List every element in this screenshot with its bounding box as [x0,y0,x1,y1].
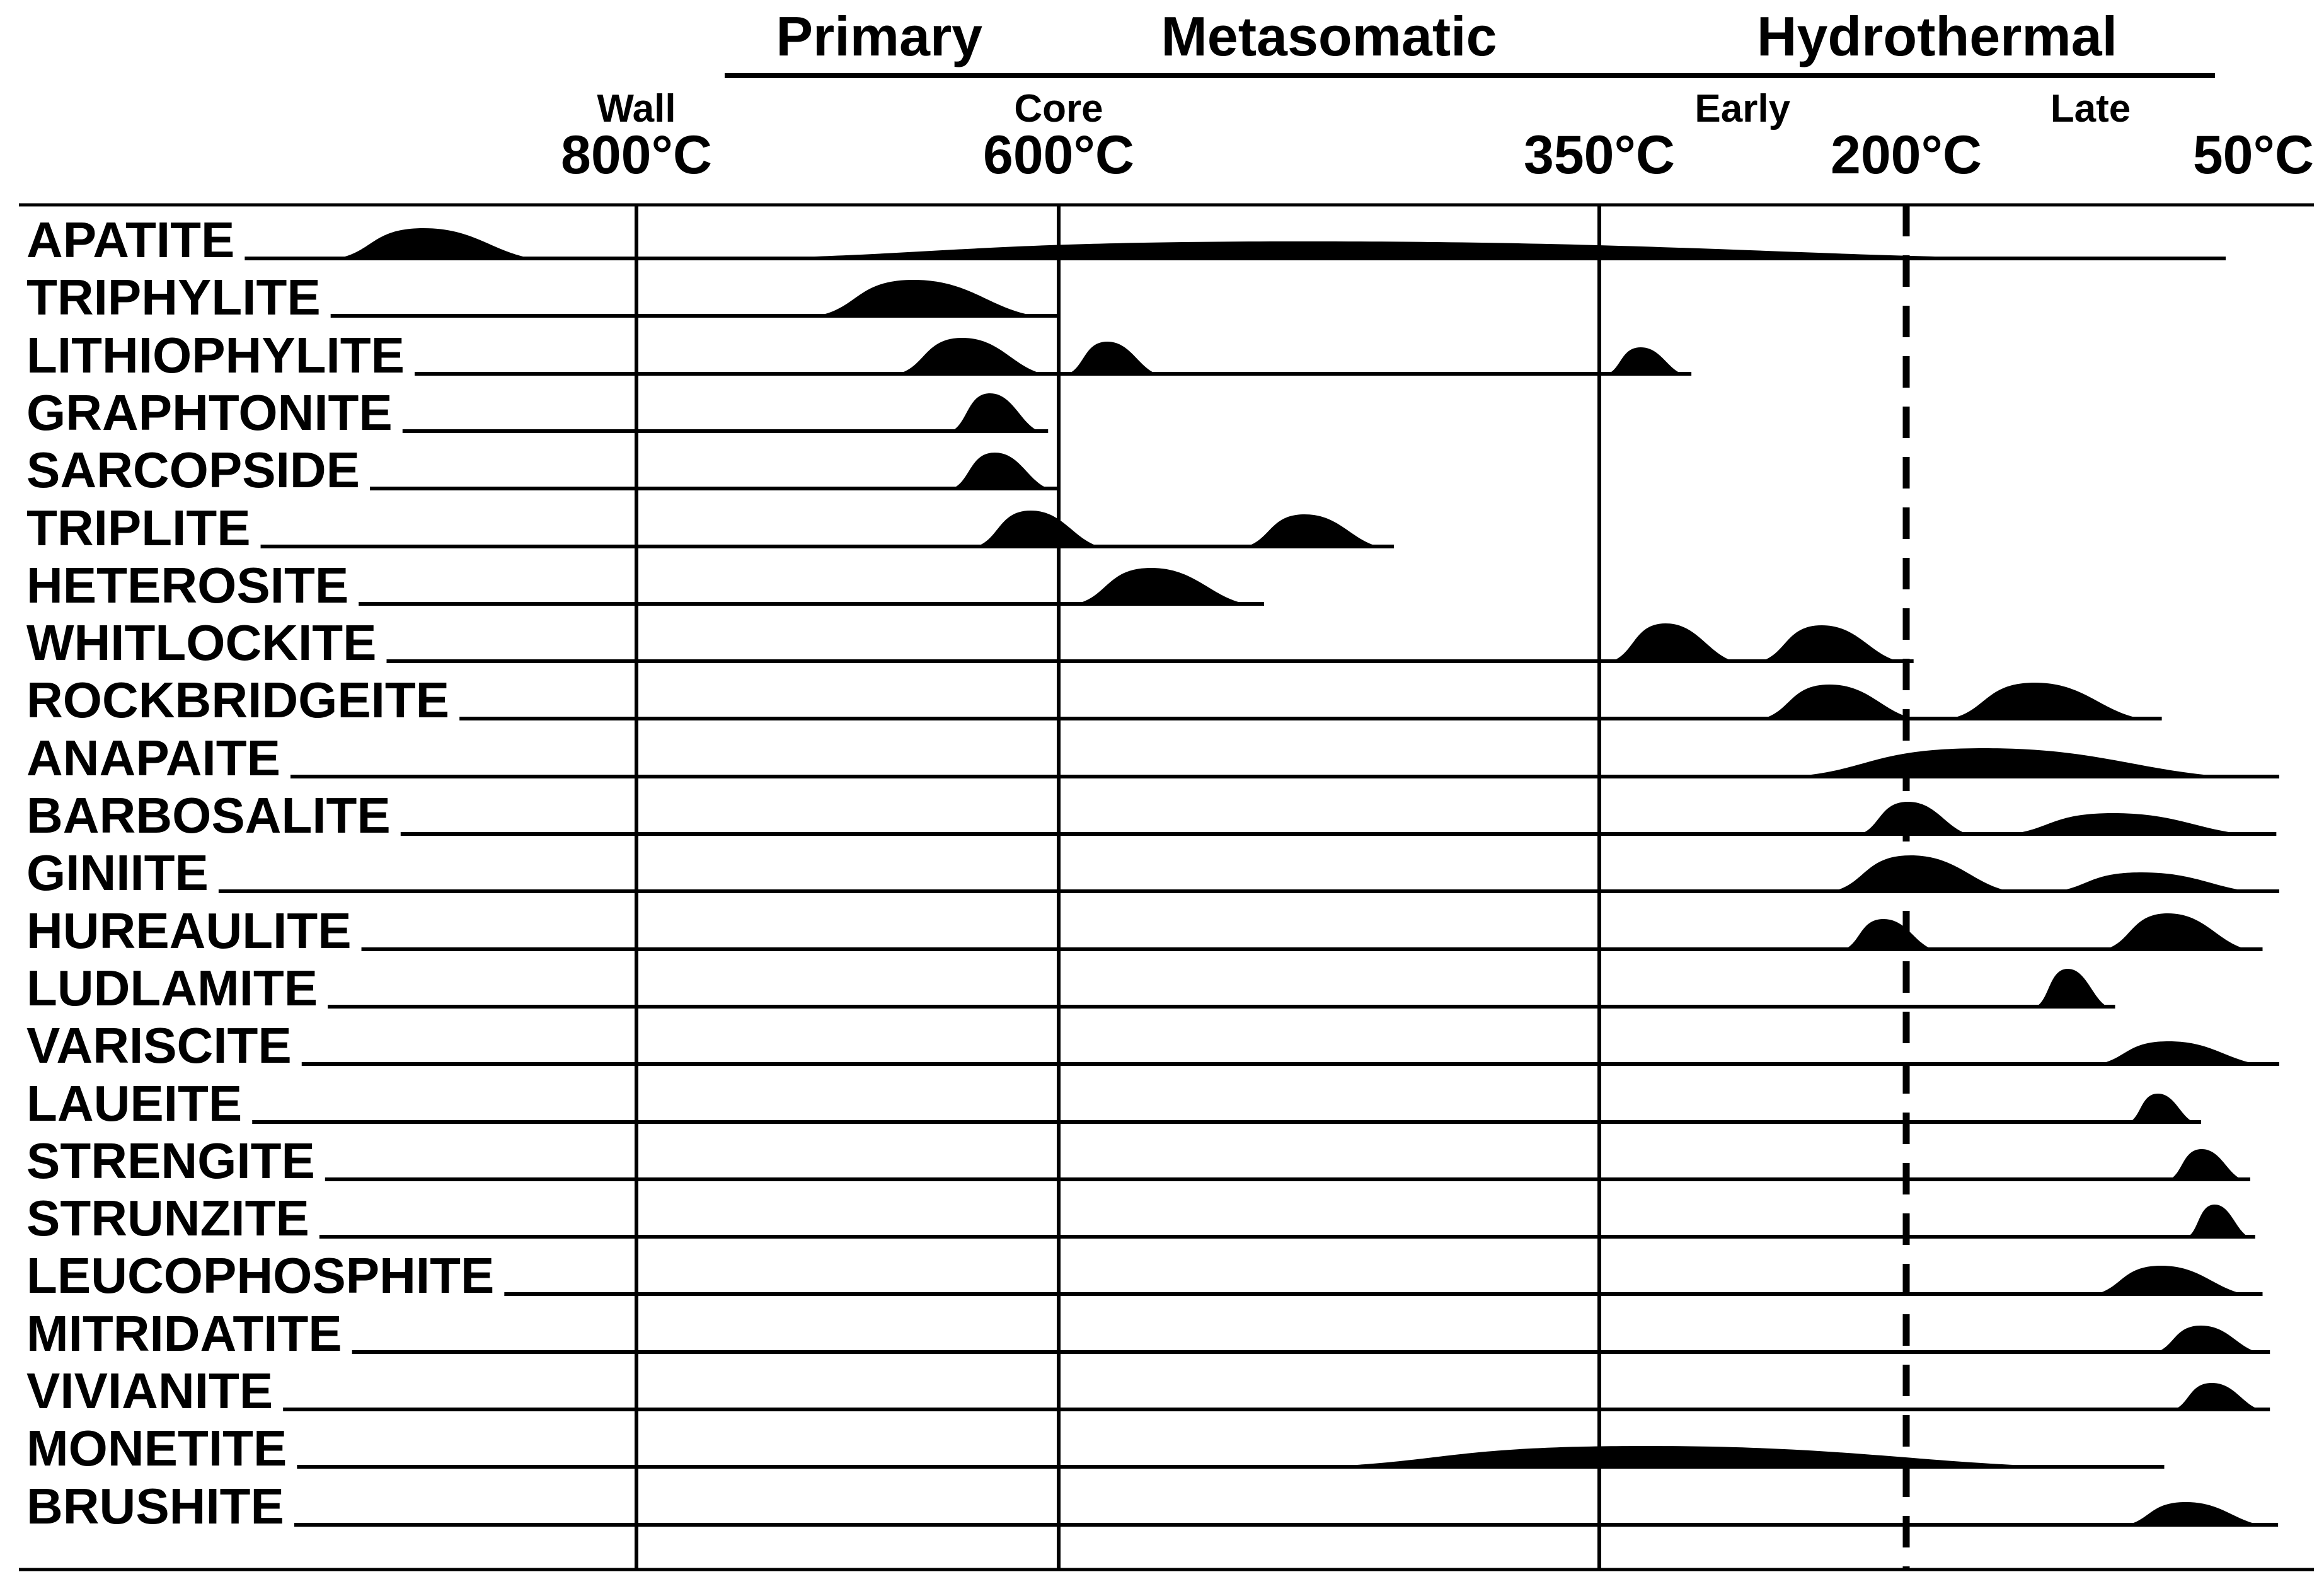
temperature-label-350-c: 350°C [1524,125,1675,185]
occurrence-hump-vivianite-1 [2164,1383,2270,1411]
occurrence-hump-rockbridgeite-2 [1931,683,2162,720]
mineral-label-leucophosphite: LEUCOPHOSPHITE [26,1247,494,1304]
occurrence-hump-barbosalite-1 [1849,802,1980,836]
occurrence-hump-giniite-2 [2029,872,2279,893]
stage-label-metasomatic: Metasomatic [1161,5,1497,67]
mineral-row-sarcopside: SARCOPSIDE [26,442,1059,498]
occurrence-hump-hureaulite-2 [2090,913,2263,951]
mineral-row-laueite: LAUEITE [26,1075,2201,1131]
mineral-row-monetite: MONETITE [26,1420,2165,1476]
occurrence-hump-giniite-1 [1814,855,2029,893]
mineral-row-triplite: TRIPLITE [26,500,1394,556]
mineral-row-triphylite: TRIPHYLITE [26,269,1059,325]
mineral-row-vivianite: VIVIANITE [26,1363,2270,1419]
mineral-label-giniite: GINIITE [26,845,209,901]
mineral-label-anapaite: ANAPAITE [26,730,280,786]
mineral-row-lithiophylite: LITHIOPHYLITE [26,327,1692,383]
mineral-row-anapaite: ANAPAITE [26,730,2279,786]
mineral-row-strengite: STRENGITE [26,1133,2250,1189]
mineral-label-sarcopside: SARCOPSIDE [26,442,360,498]
occurrence-hump-sarcopside-1 [942,453,1059,490]
mineral-row-rockbridgeite: ROCKBRIDGEITE [26,672,2162,728]
mineral-row-brushite: BRUSHITE [26,1478,2279,1534]
occurrence-hump-apatite-1 [315,228,556,260]
mineral-label-mitridatite: MITRIDATITE [26,1305,342,1362]
mineral-label-monetite: MONETITE [26,1420,287,1476]
occurrence-hump-strunzite-1 [2181,1205,2255,1239]
mineral-label-heterosite: HETEROSITE [26,557,348,613]
occurrence-hump-monetite-1 [1221,1446,2165,1469]
mineral-label-triplite: TRIPLITE [26,500,251,556]
mineral-label-barbosalite: BARBOSALITE [26,787,391,843]
occurrence-hump-triphylite-1 [795,280,1059,318]
chart-header: Primary Metasomatic Hydrothermal Wall Core Ea… [561,5,2314,185]
temperature-label-600-c: 600°C [983,125,1134,185]
mineral-row-graphtonite: GRAPHTONITE [26,385,1049,441]
mineral-row-leucophosphite: LEUCOPHOSPHITE [26,1247,2263,1304]
occurrence-hump-laueite-1 [2122,1094,2201,1124]
mineral-rows: APATITETRIPHYLITELITHIOPHYLITEGRAPHTONIT… [26,212,2279,1534]
occurrence-hump-variscite-1 [2078,1041,2279,1066]
mineral-row-whitlockite: WHITLOCKITE [26,615,1914,671]
temperature-label-200-c: 200°C [1831,125,1982,185]
zone-label-wall: Wall [597,87,676,130]
temperature-label-50-c: 50°C [2193,125,2314,185]
occurrence-hump-triplite-1 [964,511,1113,548]
occurrence-hump-mitridatite-1 [2144,1326,2270,1354]
mineral-label-rockbridgeite: ROCKBRIDGEITE [26,672,449,728]
occurrence-hump-ludlamite-1 [2029,969,2115,1009]
mineral-label-strunzite: STRUNZITE [26,1190,309,1246]
mineral-label-hureaulite: HUREAULITE [26,903,352,959]
mineral-label-strengite: STRENGITE [26,1133,315,1189]
mineral-row-ludlamite: LUDLAMITE [26,960,2115,1016]
mineral-row-barbosalite: BARBOSALITE [26,787,2277,843]
occurrence-hump-lithiophylite-1 [883,338,1059,376]
mineral-row-mitridatite: MITRIDATITE [26,1305,2270,1362]
stage-label-hydrothermal: Hydrothermal [1757,5,2117,67]
occurrence-hump-brushite-1 [2110,1502,2279,1527]
occurrence-hump-lithiophylite-2 [1059,342,1167,376]
occurrence-hump-hureaulite-1 [1834,919,1943,951]
zone-label-late: Late [2051,87,2131,130]
mineral-label-apatite: APATITE [26,212,234,268]
mineral-row-apatite: APATITE [26,212,2226,268]
occurrence-hump-whitlockite-1 [1599,623,1747,663]
occurrence-hump-leucophosphite-1 [2078,1266,2263,1296]
occurrence-hump-barbosalite-2 [1980,813,2277,836]
occurrence-hump-rockbridgeite-1 [1746,685,1931,720]
zone-label-core: Core [1014,87,1103,130]
mineral-label-lithiophylite: LITHIOPHYLITE [26,327,405,383]
temperature-label-800-c: 800°C [561,125,712,185]
mineral-row-variscite: VARISCITE [26,1017,2279,1073]
occurrence-hump-lithiophylite-3 [1599,347,1692,376]
mineral-row-giniite: GINIITE [26,845,2279,901]
mineral-label-vivianite: VIVIANITE [26,1363,273,1419]
stage-label-primary: Primary [776,5,982,67]
occurrence-hump-strengite-1 [2161,1149,2250,1181]
occurrence-hump-apatite-2 [556,241,2226,260]
zone-label-early: Early [1694,87,1790,130]
occurrence-hump-triplite-2 [1231,514,1394,548]
mineral-label-graphtonite: GRAPHTONITE [26,385,393,441]
mineral-label-laueite: LAUEITE [26,1075,242,1131]
occurrence-hump-heterosite-1 [1059,568,1264,606]
mineral-row-strunzite: STRUNZITE [26,1190,2255,1246]
mineral-label-variscite: VARISCITE [26,1017,292,1073]
mineral-row-hureaulite: HUREAULITE [26,903,2263,959]
mineral-label-whitlockite: WHITLOCKITE [26,615,376,671]
mineral-label-ludlamite: LUDLAMITE [26,960,318,1016]
mineral-label-brushite: BRUSHITE [26,1478,284,1534]
occurrence-hump-whitlockite-2 [1746,625,1914,663]
mineral-row-heterosite: HETEROSITE [26,557,1265,613]
mineral-label-triphylite: TRIPHYLITE [26,269,321,325]
occurrence-hump-graphtonite-1 [942,393,1049,433]
occurrence-hump-anapaite-1 [1742,748,2279,778]
